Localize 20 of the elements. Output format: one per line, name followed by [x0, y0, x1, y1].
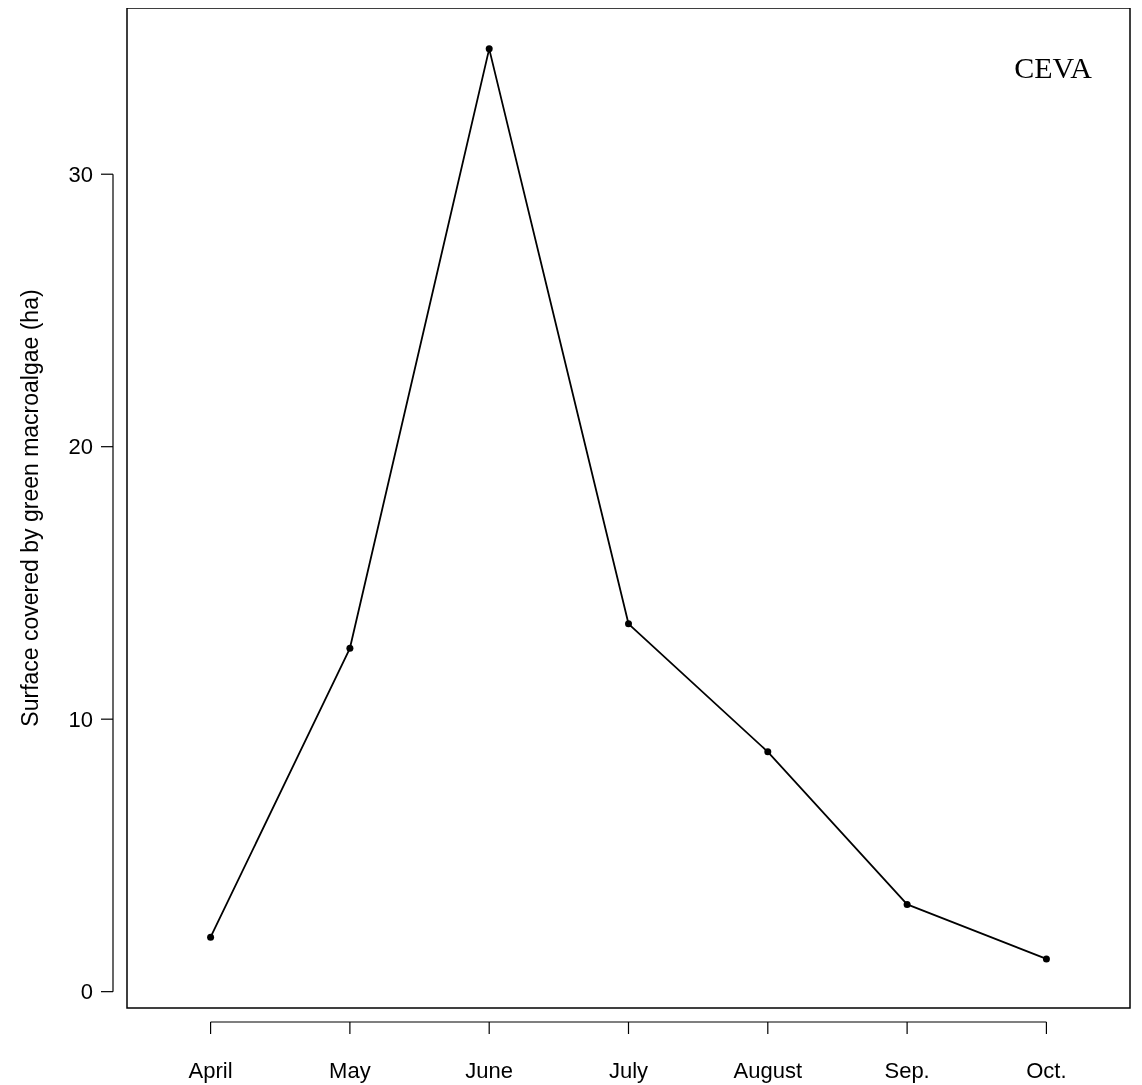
y-tick-label: 10 — [68, 706, 93, 732]
y-tick-label: 0 — [80, 979, 93, 1005]
x-tick-label: Oct. — [1026, 1058, 1067, 1083]
point — [485, 45, 493, 53]
point — [1042, 955, 1050, 963]
y-tick-label: 20 — [68, 434, 93, 460]
x-tick-label: August — [733, 1058, 803, 1083]
point — [764, 748, 772, 756]
y-tick-label: 30 — [68, 161, 93, 187]
x-tick-label: May — [329, 1058, 371, 1083]
y-axis-title: Surface covered by green macroalgae (ha) — [17, 289, 43, 727]
x-tick-label: June — [465, 1058, 514, 1083]
annotation: CEVA — [1014, 51, 1093, 84]
x-tick-label: July — [608, 1058, 649, 1083]
point — [207, 933, 215, 941]
point — [346, 644, 354, 652]
x-tick-label: Sep. — [884, 1058, 930, 1083]
point — [625, 620, 632, 628]
point — [903, 900, 911, 908]
x-tick-label: April — [188, 1058, 233, 1083]
